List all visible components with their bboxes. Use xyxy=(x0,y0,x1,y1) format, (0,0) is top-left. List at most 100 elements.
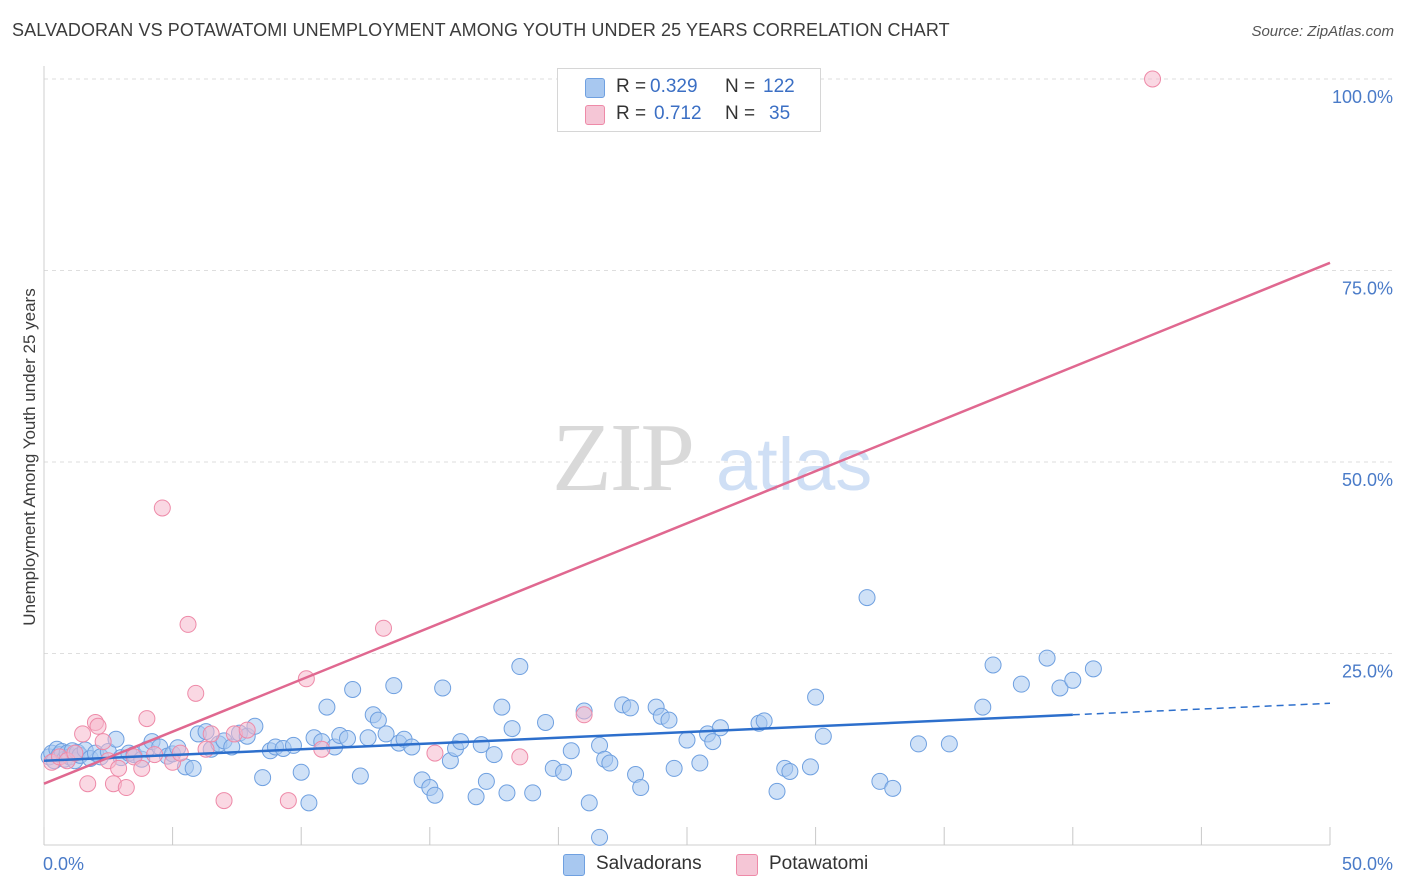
data-point xyxy=(133,759,151,777)
data-point xyxy=(601,754,619,772)
data-point xyxy=(359,729,377,747)
data-point xyxy=(300,794,318,812)
data-point xyxy=(884,779,902,797)
data-point xyxy=(768,782,786,800)
data-point xyxy=(385,677,403,695)
data-point xyxy=(171,744,189,762)
data-point xyxy=(369,711,387,729)
salvadorans-trend-extension xyxy=(1072,702,1331,716)
data-point xyxy=(858,589,876,607)
legend-row-salvadorans: R = 0.329 N = 122 xyxy=(558,74,820,100)
data-point xyxy=(580,794,598,812)
data-point xyxy=(426,744,444,762)
legend-n-value: 35 xyxy=(769,103,791,124)
correlation-legend: R = 0.329 N = 122 R = 0.712 N = 35 xyxy=(557,68,821,132)
data-point xyxy=(1012,675,1030,693)
bottom-legend-swatch-potawatomi xyxy=(736,854,758,876)
data-point xyxy=(187,684,205,702)
data-point xyxy=(711,719,729,737)
data-point xyxy=(434,679,452,697)
data-point xyxy=(79,775,97,793)
potawatomi-trend-line xyxy=(43,261,1331,785)
data-point xyxy=(814,727,832,745)
y-tick-label: 75.0% xyxy=(1342,279,1393,299)
data-point xyxy=(292,763,310,781)
y-tick-label: 100.0% xyxy=(1332,87,1393,107)
data-point xyxy=(781,762,799,780)
data-point xyxy=(238,721,256,739)
data-point xyxy=(215,792,233,810)
data-point xyxy=(477,772,495,790)
data-point xyxy=(511,748,529,766)
y-axis-label: Unemployment Among Youth under 25 years xyxy=(20,288,39,625)
data-point xyxy=(318,698,336,716)
potawatomi-points xyxy=(43,70,1162,810)
data-point xyxy=(575,706,593,724)
watermark-atlas: atlas xyxy=(716,423,872,506)
data-point xyxy=(591,828,609,846)
data-point xyxy=(375,619,393,637)
data-point xyxy=(74,725,92,743)
data-point xyxy=(179,615,197,633)
salvadorans-points xyxy=(40,589,1102,846)
data-point xyxy=(691,754,709,772)
bottom-legend-label-salvadorans: Salvadorans xyxy=(596,853,702,874)
legend-n-label: N = xyxy=(725,103,756,124)
source-label: Source: ZipAtlas.com xyxy=(1251,23,1394,40)
data-point xyxy=(940,735,958,753)
data-point xyxy=(984,656,1002,674)
data-point xyxy=(621,699,639,717)
salvadorans-trend-line xyxy=(43,713,1073,762)
data-point xyxy=(1084,660,1102,678)
data-point xyxy=(801,758,819,776)
data-point xyxy=(1038,649,1056,667)
gridlines xyxy=(44,78,1392,654)
data-point xyxy=(511,658,529,676)
data-point xyxy=(254,769,272,787)
data-point xyxy=(498,784,516,802)
legend-row-potawatomi: R = 0.712 N = 35 xyxy=(558,101,820,127)
data-point xyxy=(426,786,444,804)
legend-r-value: 0.712 xyxy=(654,103,702,124)
data-point xyxy=(555,763,573,781)
data-point xyxy=(94,733,112,751)
data-point xyxy=(562,742,580,760)
data-point xyxy=(524,784,542,802)
legend-n-value: 122 xyxy=(763,76,795,97)
legend-r-label: R = xyxy=(616,76,647,97)
bottom-legend-label-potawatomi: Potawatomi xyxy=(769,853,869,874)
legend-swatch-salvadorans xyxy=(585,78,605,98)
data-point xyxy=(66,744,84,762)
legend-r-value: 0.329 xyxy=(650,76,698,97)
x-tick-label-min: 0.0% xyxy=(43,854,84,874)
data-point xyxy=(909,735,927,753)
y-tick-label: 50.0% xyxy=(1342,470,1393,490)
legend-swatch-potawatomi xyxy=(585,105,605,125)
data-point xyxy=(974,698,992,716)
chart-title: SALVADORAN VS POTAWATOMI UNEMPLOYMENT AM… xyxy=(12,20,950,40)
data-point xyxy=(184,759,202,777)
data-point xyxy=(344,681,362,699)
axes xyxy=(43,66,1331,846)
data-point xyxy=(117,779,135,797)
data-point xyxy=(755,712,773,730)
trend-lines xyxy=(43,261,1331,785)
data-point xyxy=(338,730,356,748)
data-point xyxy=(665,759,683,777)
bottom-legend-swatch-salvadorans xyxy=(563,854,585,876)
data-point xyxy=(202,725,220,743)
data-point xyxy=(493,698,511,716)
data-point xyxy=(807,688,825,706)
data-point xyxy=(1144,70,1162,88)
data-point xyxy=(110,759,128,777)
x-tick-label-max: 50.0% xyxy=(1342,854,1393,874)
data-point xyxy=(1064,671,1082,689)
data-point xyxy=(704,733,722,751)
data-point xyxy=(678,731,696,749)
data-point xyxy=(377,725,395,743)
data-point xyxy=(660,711,678,729)
data-point xyxy=(138,710,156,728)
data-point xyxy=(467,788,485,806)
data-point xyxy=(279,792,297,810)
